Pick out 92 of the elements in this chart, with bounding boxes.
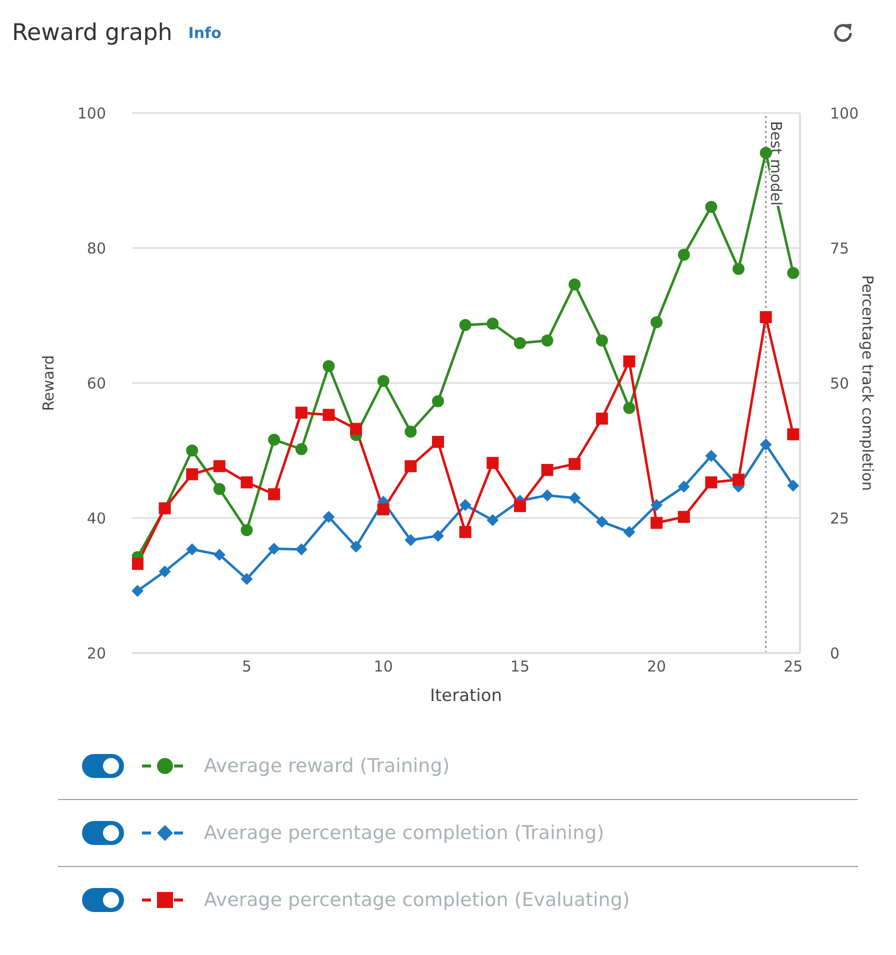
point [432,436,444,448]
point [377,374,390,387]
point [568,492,581,504]
point [240,573,253,586]
point [541,489,554,502]
point [322,510,335,523]
point [705,476,718,488]
point [213,460,226,472]
point [678,248,690,261]
point [760,438,772,451]
y2-tick-label: 75 [830,239,850,258]
point [432,530,444,542]
x-tick-label: 25 [784,658,803,676]
point [322,408,335,421]
y-tick-label: 100 [77,104,106,122]
point [295,443,308,456]
point [240,524,253,536]
point [596,412,608,425]
point [404,534,417,546]
point [186,468,198,480]
point [213,482,226,495]
legend-label: Average percentage completion (Evaluating) [204,889,630,911]
point [268,434,280,446]
point [568,278,581,290]
point [541,334,554,346]
point [459,526,472,538]
point [760,311,772,324]
point [132,558,144,570]
point [268,542,280,555]
point [158,565,171,578]
point [350,540,362,553]
point [787,428,800,440]
point [514,500,526,512]
point [678,480,690,493]
point [623,402,636,414]
y-tick-label: 40 [86,509,106,528]
y2-tick-label: 50 [830,374,850,392]
text: Info [188,24,222,42]
y-axis-title: Reward [39,355,58,411]
point [459,499,472,512]
x-tick-label: 20 [647,658,666,676]
point [377,503,390,516]
point [404,460,417,472]
point [240,476,253,488]
point [705,450,718,462]
point [186,543,198,556]
ref-line-label: Best model [766,121,785,206]
point [213,548,226,561]
point [568,458,581,470]
point [486,514,499,526]
y2-tick-label: 0 [830,644,840,662]
point [541,464,554,476]
point [514,337,526,350]
legend-label: Average reward (Training) [204,755,450,777]
legend-label: Average percentage completion (Training) [204,822,604,844]
point [623,526,636,538]
point [186,444,198,456]
point [650,499,663,512]
point [760,146,772,159]
y-tick-label: 80 [86,239,106,258]
point [132,584,144,597]
point [596,334,608,346]
point [295,406,308,419]
y2-tick-label: 25 [830,509,850,528]
point [486,318,499,330]
y2-tick-label: 100 [830,104,859,122]
chart-title: Reward graph [12,20,172,46]
x-axis-title: Iteration [430,686,502,706]
point [732,262,745,275]
point [732,474,745,486]
point [295,543,308,556]
x-tick-label: 10 [374,658,393,676]
point [322,360,335,372]
point [787,266,800,279]
point [678,510,690,523]
point [787,480,800,492]
point [350,422,362,435]
point [486,456,499,469]
point [268,488,280,500]
x-tick-label: 15 [510,658,530,676]
point [432,395,444,408]
x-tick-label: 5 [242,658,252,676]
y2-axis-title: Percentage track completion [858,275,877,491]
point [596,516,608,528]
y-tick-label: 20 [86,644,106,662]
point [650,516,663,529]
y-tick-label: 60 [86,374,106,392]
point [705,200,718,213]
point [650,316,663,328]
point [623,355,636,368]
point [459,318,472,331]
point [404,426,417,438]
